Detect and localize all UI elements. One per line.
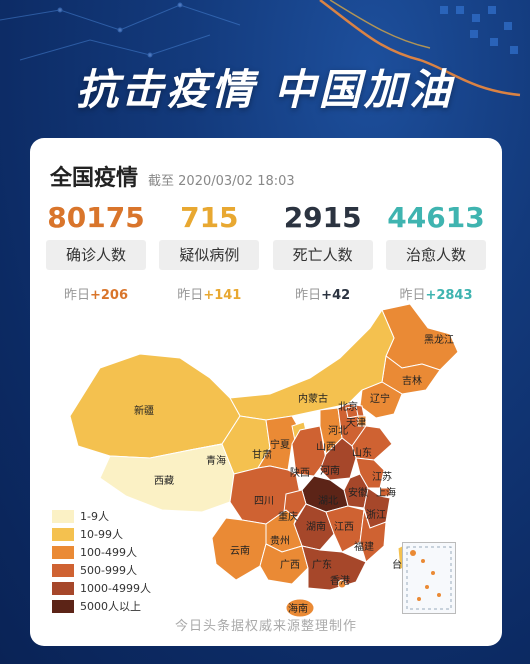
label-hebei: 河北 <box>328 425 348 437</box>
legend-label: 100-499人 <box>80 546 137 559</box>
label-xianggang: 香港 <box>330 575 350 587</box>
stat-value: 44613 <box>387 201 485 234</box>
label-zhejiang: 浙江 <box>366 509 386 521</box>
stat-recovered: 44613 治愈人数 昨日+2843 <box>385 201 486 303</box>
label-liaoning: 辽宁 <box>370 392 390 405</box>
label-gansu: 甘肃 <box>252 448 272 461</box>
legend-label: 1000-4999人 <box>80 582 151 595</box>
label-fujian: 福建 <box>354 540 374 553</box>
label-jiangxi: 江西 <box>334 521 354 533</box>
delta-value: +141 <box>203 288 242 303</box>
stat-label: 确诊人数 <box>46 240 146 270</box>
stat-delta: 昨日+206 <box>46 284 146 303</box>
province-chongqing <box>283 489 307 519</box>
legend-item: 500-999人 <box>52 562 151 578</box>
legend-swatch <box>52 599 74 613</box>
delta-prefix: 昨日 <box>177 288 204 303</box>
legend-swatch <box>52 581 74 595</box>
stat-label: 治愈人数 <box>385 240 486 270</box>
province-henan <box>319 437 357 481</box>
stat-label: 死亡人数 <box>272 240 373 270</box>
label-guangdong: 广东 <box>312 558 332 571</box>
delta-value: +2843 <box>425 288 473 303</box>
label-henan: 河南 <box>320 464 340 477</box>
label-chongqing: 重庆 <box>278 510 298 523</box>
legend-label: 5000人以上 <box>80 600 141 613</box>
label-tianjin: 天津 <box>346 417 366 429</box>
legend-item: 100-499人 <box>52 544 151 560</box>
label-shanxi: 山西 <box>316 441 336 453</box>
label-neimenggu: 内蒙古 <box>298 392 328 405</box>
legend-label: 10-99人 <box>80 528 123 541</box>
legend-swatch <box>52 509 74 523</box>
label-sichuan: 四川 <box>254 496 274 507</box>
province-guangdong <box>301 545 367 591</box>
label-ningxia: 宁夏 <box>270 438 290 451</box>
stat-confirmed: 80175 确诊人数 昨日+206 <box>46 202 146 303</box>
label-guangxi: 广西 <box>280 559 300 571</box>
legend-label: 500-999人 <box>80 564 137 577</box>
label-xinjiang: 新疆 <box>134 404 154 417</box>
label-shaanxi: 陕西 <box>290 466 310 479</box>
china-map: 黑龙江 吉林 辽宁 内蒙古 新疆 西藏 青海 甘肃 宁夏 陕西 山西 河北 北京… <box>30 298 502 638</box>
label-guizhou: 贵州 <box>270 534 290 547</box>
card-title: 全国疫情 <box>50 166 139 191</box>
stat-delta: 昨日+2843 <box>386 284 486 303</box>
province-shanghai <box>379 487 391 497</box>
legend-label: 1-9人 <box>80 510 109 523</box>
delta-value: +42 <box>321 288 351 303</box>
south-china-sea-inset <box>402 542 456 614</box>
legend-item: 10-99人 <box>52 526 151 542</box>
label-hunan: 湖南 <box>306 520 326 533</box>
label-hubei: 湖北 <box>318 495 338 507</box>
stat-deaths: 2915 死亡人数 昨日+42 <box>272 201 373 303</box>
label-beijing: 北京 <box>338 400 358 413</box>
stat-value: 80175 <box>47 201 145 234</box>
legend-item: 1-9人 <box>52 508 151 524</box>
label-heilongjiang: 黑龙江 <box>424 333 454 346</box>
legend-item: 5000人以上 <box>52 598 151 614</box>
label-qinghai: 青海 <box>206 454 226 467</box>
map-legend: 1-9人 10-99人 100-499人 500-999人 1000-4999人… <box>52 508 151 616</box>
label-shandong: 山东 <box>352 446 372 459</box>
legend-swatch <box>52 563 74 577</box>
label-xizang: 西藏 <box>154 475 174 487</box>
stat-value: 2915 <box>283 201 362 234</box>
update-timestamp: 截至 2020/03/02 18:03 <box>148 174 295 189</box>
legend-swatch <box>52 545 74 559</box>
province-xianggang <box>337 579 347 589</box>
delta-value: +206 <box>89 288 129 303</box>
legend-item: 1000-4999人 <box>52 580 151 596</box>
legend-swatch <box>52 527 74 541</box>
label-jiangsu: 江苏 <box>372 470 392 483</box>
province-guangxi <box>259 543 309 585</box>
label-jilin: 吉林 <box>402 374 422 387</box>
stat-label: 疑似病例 <box>159 240 260 270</box>
province-labels: 黑龙江 吉林 辽宁 内蒙古 新疆 西藏 青海 甘肃 宁夏 陕西 山西 河北 北京… <box>134 333 454 615</box>
label-anhui: 安徽 <box>348 486 368 499</box>
delta-prefix: 昨日 <box>295 288 322 303</box>
banner-title: 抗击疫情 中国加油 <box>76 65 454 114</box>
stat-suspected: 715 疑似病例 昨日+141 <box>159 201 260 303</box>
province-hainan <box>285 598 315 618</box>
stat-delta: 昨日+42 <box>273 284 373 303</box>
label-yunnan: 云南 <box>230 544 250 557</box>
stats-row: 80175 确诊人数 昨日+206 715 疑似病例 昨日+141 2915 死… <box>46 202 486 303</box>
stat-delta: 昨日+141 <box>159 284 259 303</box>
label-hainan: 海南 <box>288 602 308 615</box>
stat-value: 715 <box>180 201 239 234</box>
source-note: 今日头条据权威来源整理制作 <box>174 619 357 634</box>
delta-prefix: 昨日 <box>399 288 426 303</box>
province-xinjiang <box>69 353 241 459</box>
epidemic-card: 全国疫情 截至 2020/03/02 18:03 80175 确诊人数 昨日+2… <box>30 138 502 646</box>
delta-prefix: 昨日 <box>63 288 90 303</box>
card-header: 全国疫情 截至 2020/03/02 18:03 <box>50 160 295 192</box>
label-shanghai: 上海 <box>376 486 396 499</box>
